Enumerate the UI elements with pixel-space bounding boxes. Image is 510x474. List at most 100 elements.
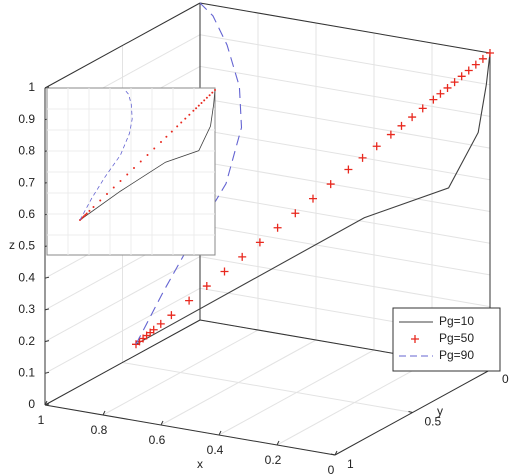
grid-line (199, 34, 491, 86)
z-tick (44, 276, 50, 279)
axis-line (44, 404, 336, 456)
inset (46, 87, 216, 256)
grid-line (199, 192, 491, 244)
marker (418, 104, 427, 113)
marker (429, 95, 438, 104)
axis-line (44, 319, 201, 406)
z-tick-label: 0.4 (18, 270, 35, 284)
y-tick-label: 0 (502, 372, 509, 386)
inset-marker (195, 107, 198, 110)
x-tick-label: 0.4 (207, 443, 224, 457)
axis-line (199, 2, 491, 54)
legend-marker (411, 335, 419, 343)
marker (202, 282, 211, 291)
x-tick-label: 0 (328, 463, 335, 474)
grid-line (122, 362, 413, 413)
marker (486, 49, 494, 57)
z-tick (44, 308, 50, 311)
inset-marker (203, 99, 206, 102)
line (135, 52, 491, 345)
marker (156, 319, 165, 328)
inset-marker (83, 215, 86, 218)
y-axis-label: y (437, 404, 443, 418)
inset-marker (146, 154, 149, 156)
grid-line (44, 256, 201, 343)
inset-line (79, 89, 133, 221)
z-tick-label: 0.3 (18, 302, 35, 316)
z-tick (44, 340, 50, 343)
inset-marker (139, 160, 142, 163)
plot-area (132, 2, 494, 349)
marker (220, 267, 229, 276)
inset-marker (92, 206, 95, 208)
z-tick-label: 0 (28, 397, 35, 411)
marker (450, 78, 459, 87)
inset-marker (200, 102, 203, 104)
grid-line (199, 65, 491, 117)
z-tick-label: 0.6 (18, 207, 35, 221)
grid-line (199, 161, 491, 212)
inset-marker (188, 113, 191, 116)
inset-line (79, 89, 216, 221)
marker (255, 238, 264, 247)
x-tick (102, 410, 106, 416)
x-axis-label: x (197, 457, 203, 471)
marker (386, 130, 395, 139)
grid-line (199, 224, 491, 276)
legend: Pg=10 Pg=50 Pg=90 (392, 307, 501, 372)
z-axis-label: z (9, 238, 15, 252)
inset-marker (119, 180, 122, 182)
x-tick-label: 0.8 (91, 423, 108, 437)
marker (238, 252, 247, 261)
inset-marker (126, 173, 129, 176)
marker (326, 180, 335, 189)
inset-marker (184, 117, 187, 120)
inset-marker (133, 167, 135, 169)
legend-label: Pg=90 (439, 348, 474, 362)
line (135, 2, 243, 345)
marker (478, 54, 487, 63)
marker (397, 121, 406, 130)
inset-marker (88, 209, 91, 212)
grid-line (199, 129, 491, 181)
marker (149, 325, 158, 334)
marker (443, 83, 452, 92)
marker (167, 311, 176, 320)
marker (291, 209, 300, 218)
grid-line (199, 97, 491, 149)
legend-label: Pg=10 (439, 314, 474, 328)
inset-marker (211, 91, 214, 94)
x-tick-label: 1 (38, 413, 45, 427)
z-tick-label: 0.9 (18, 112, 35, 126)
legend-label: Pg=50 (439, 331, 474, 345)
marker (436, 89, 445, 98)
inset-marker (176, 125, 179, 128)
inset-marker (205, 96, 208, 99)
z-tick-label: 1 (28, 80, 35, 94)
z-tick-label: 0.2 (18, 334, 35, 348)
inset-grid (47, 88, 215, 255)
marker (457, 72, 466, 81)
inset-marker (85, 212, 88, 215)
x-tick-label: 0.2 (265, 453, 282, 467)
marker (408, 113, 417, 122)
axis-line (334, 369, 491, 456)
z-tick (44, 371, 50, 374)
marker (372, 142, 381, 151)
y-tick-label: 1 (347, 457, 354, 471)
marker (185, 296, 194, 305)
marker (273, 223, 282, 232)
inset-marker (192, 109, 195, 112)
inset-marker (106, 193, 108, 195)
inset-marker (165, 135, 168, 138)
inset-marker (160, 141, 162, 143)
marker (309, 194, 317, 203)
x-tick (218, 430, 222, 436)
inset-marker (170, 130, 173, 133)
x-tick-label: 0.6 (149, 433, 166, 447)
marker (358, 153, 367, 162)
inset-marker (153, 147, 156, 150)
marker (471, 60, 480, 69)
inset-marker (81, 216, 84, 219)
